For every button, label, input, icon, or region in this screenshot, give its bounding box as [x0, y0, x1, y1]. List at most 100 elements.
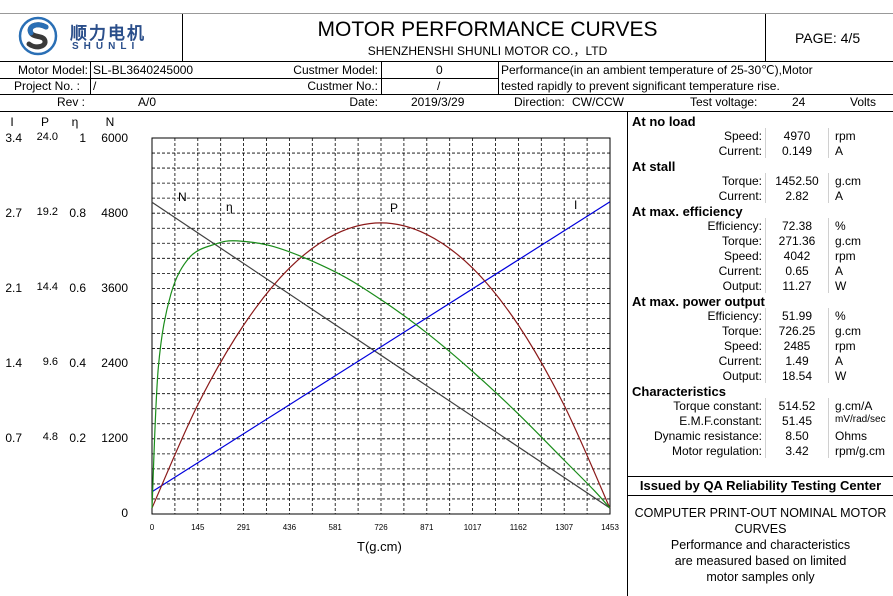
- result-unit: mV/rad/sec: [835, 414, 886, 425]
- efficiency-scale-label: 0.6: [69, 281, 86, 295]
- result-value-box: [765, 173, 829, 188]
- result-value-box: [765, 233, 829, 248]
- result-unit: A: [835, 144, 844, 158]
- result-value: 1.49: [785, 354, 809, 368]
- current-scale-label: 0.7: [5, 431, 22, 445]
- x-tick-label: 1017: [464, 523, 482, 532]
- result-value: 271.36: [778, 234, 816, 248]
- customer-no-value: /: [437, 79, 441, 93]
- x-tick-label: 145: [191, 523, 205, 532]
- efficiency-scale-label: 0.8: [69, 206, 86, 220]
- current-scale-label: 2.1: [5, 281, 22, 295]
- result-label: Dynamic resistance:: [653, 429, 762, 443]
- result-label: Speed:: [723, 339, 762, 353]
- company-logo: 顺力电机 SHUNLI: [18, 16, 158, 56]
- result-label: Torque constant:: [673, 399, 762, 413]
- result-unit: %: [835, 309, 846, 323]
- result-unit: W: [835, 279, 847, 293]
- x-tick-labels: 0 145 291 436 581 726 871 1017 1162 1307 1453: [150, 523, 620, 532]
- print-out-note: COMPUTER PRINT-OUT NOMINAL MOTOR CURVES …: [628, 505, 893, 585]
- result-unit: A: [835, 354, 844, 368]
- result-label: Speed:: [723, 129, 762, 143]
- result-value: 72.38: [781, 219, 813, 233]
- result-unit: A: [835, 264, 844, 278]
- result-value-box: [765, 443, 829, 458]
- curve-label: N: [178, 190, 187, 204]
- date-value: 2019/3/29: [411, 95, 465, 109]
- x-tick-label: 726: [374, 523, 388, 532]
- curve-labels: N I Pη: [178, 190, 577, 215]
- result-label: Current:: [718, 354, 762, 368]
- result-label: Current:: [718, 144, 762, 158]
- speed-scale-label: 3600: [101, 281, 128, 295]
- note-line: CURVES: [734, 522, 787, 536]
- result-label: Torque:: [721, 234, 762, 248]
- curve-speed: [151, 201, 611, 509]
- result-value-box: [765, 218, 829, 233]
- result-value-box: [765, 338, 829, 353]
- result-label: Output:: [722, 279, 762, 293]
- power-scale-label: 9.6: [42, 356, 58, 368]
- result-label: Output:: [722, 369, 762, 383]
- x-tick-label: 291: [237, 523, 251, 532]
- direction-label: Direction:: [514, 95, 565, 109]
- result-value-box: [765, 323, 829, 338]
- result-unit: g.cm: [835, 324, 862, 338]
- curve-current: [151, 201, 611, 493]
- note-line: motor samples only: [706, 570, 815, 584]
- rev-value: A/0: [138, 95, 157, 109]
- customer-no-label: Custmer No.:: [307, 79, 378, 93]
- result-value-box: [765, 353, 829, 368]
- result-unit: W: [835, 369, 847, 383]
- result-value: 2485: [783, 339, 811, 353]
- current-scale-label: 1.4: [5, 356, 22, 370]
- results-section-title: At no load: [632, 114, 696, 129]
- result-value-box: [765, 128, 829, 143]
- note-line: COMPUTER PRINT-OUT NOMINAL MOTOR: [634, 506, 887, 520]
- x-axis-label: T(g.cm): [357, 539, 402, 554]
- header: 顺力电机 SHUNLI MOTOR PERFORMANCE CURVES SHE…: [0, 0, 893, 60]
- x-tick-label: 1162: [510, 523, 528, 532]
- axis-header-power: P: [40, 115, 49, 129]
- performance-note-line2: tested rapidly to prevent significant te…: [501, 79, 780, 93]
- note-line: are measured based on limited: [674, 554, 847, 568]
- results-section-title: Characteristics: [632, 384, 726, 399]
- result-value: 4042: [783, 249, 811, 263]
- result-unit: A: [835, 189, 844, 203]
- result-value: 726.25: [778, 324, 816, 338]
- customer-model-label: Custmer Model:: [293, 63, 378, 77]
- result-value: 11.27: [782, 279, 812, 293]
- x-tick-label: 0: [150, 523, 155, 532]
- result-unit: g.cm/A: [835, 399, 873, 413]
- power-scale-label: 4.8: [42, 431, 58, 443]
- test-voltage-value: 24: [792, 95, 806, 109]
- power-scale-label: 14.4: [36, 281, 58, 293]
- result-unit: rpm: [835, 249, 856, 263]
- result-value-box: [765, 263, 829, 278]
- company-name: SHENZHENSHI SHUNLI MOTOR CO.，LTD: [367, 44, 608, 58]
- curve-power: [151, 222, 611, 509]
- speed-scale-label: 1200: [101, 431, 128, 445]
- logo-s-icon: [18, 16, 58, 56]
- logo-subtext: SHUNLI: [72, 41, 140, 52]
- issued-by-box: Issued by QA Reliability Testing Center: [628, 476, 893, 496]
- project-value: /: [93, 79, 97, 93]
- result-value-box: [765, 278, 829, 293]
- result-value-box: [765, 428, 829, 443]
- current-scale-label: 2.7: [5, 206, 22, 220]
- results-section-title: At stall: [632, 159, 676, 174]
- result-label: Motor regulation:: [671, 444, 762, 458]
- power-scale-label: 19.2: [36, 206, 58, 218]
- result-value: 1452.50: [775, 174, 819, 188]
- result-label: Torque:: [721, 174, 762, 188]
- plot-area: [151, 137, 611, 515]
- efficiency-scale-label: 0.2: [69, 431, 86, 445]
- x-tick-label: 871: [420, 523, 434, 532]
- result-value: 3.42: [785, 444, 809, 458]
- rev-label: Rev :: [56, 95, 85, 109]
- x-tick-label: 436: [283, 523, 297, 532]
- result-value: 0.149: [781, 144, 813, 158]
- curve-label: I: [574, 198, 577, 212]
- info-block: Motor Model: SL-BL3640245000 Custmer Mod…: [0, 62, 893, 112]
- curve-label: η: [226, 200, 233, 214]
